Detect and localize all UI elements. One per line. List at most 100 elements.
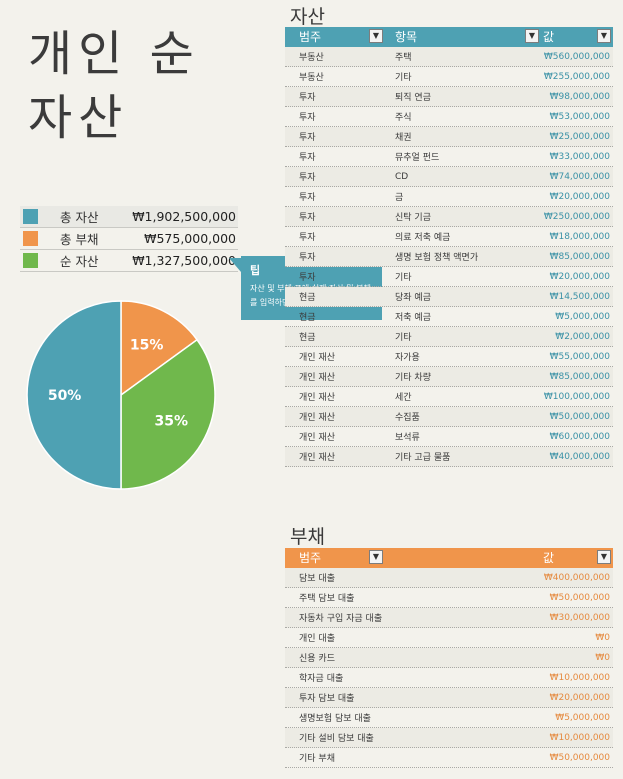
- value-cell[interactable]: ₩50,000,000: [549, 411, 610, 422]
- item-cell[interactable]: 신탁 기금: [395, 213, 431, 223]
- category-cell[interactable]: 개인 재산: [299, 393, 335, 403]
- value-cell[interactable]: ₩40,000,000: [549, 451, 610, 462]
- category-cell[interactable]: 개인 재산: [299, 433, 335, 443]
- category-cell[interactable]: 개인 재산: [299, 413, 335, 423]
- table-row[interactable]: 투자 퇴직 연금 ₩98,000,000: [285, 87, 613, 107]
- item-cell[interactable]: 기타 고급 물품: [395, 453, 451, 463]
- category-cell[interactable]: 투자: [299, 113, 316, 123]
- value-cell[interactable]: ₩33,000,000: [549, 151, 610, 162]
- table-row[interactable]: 개인 대출 ₩0: [285, 628, 613, 648]
- item-cell[interactable]: 기타: [395, 273, 412, 283]
- table-row[interactable]: 투자 채권 ₩25,000,000: [285, 127, 613, 147]
- table-row[interactable]: 개인 재산 기타 고급 물품 ₩40,000,000: [285, 447, 613, 467]
- value-cell[interactable]: ₩560,000,000: [543, 51, 610, 62]
- value-cell[interactable]: ₩0: [595, 652, 610, 663]
- table-row[interactable]: 현금 저축 예금 ₩5,000,000: [285, 307, 613, 327]
- table-row[interactable]: 담보 대출 ₩400,000,000: [285, 568, 613, 588]
- value-cell[interactable]: ₩100,000,000: [543, 391, 610, 402]
- value-cell[interactable]: ₩250,000,000: [543, 211, 610, 222]
- value-cell[interactable]: ₩85,000,000: [549, 371, 610, 382]
- item-cell[interactable]: 보석류: [395, 433, 420, 443]
- value-column-header[interactable]: 값 ▼: [541, 548, 613, 568]
- value-cell[interactable]: ₩2,000,000: [555, 331, 610, 342]
- table-row[interactable]: 학자금 대출 ₩10,000,000: [285, 668, 613, 688]
- value-cell[interactable]: ₩53,000,000: [549, 111, 610, 122]
- category-cell[interactable]: 현금: [299, 313, 316, 323]
- filter-dropdown-icon[interactable]: ▼: [597, 29, 611, 43]
- category-column-header[interactable]: 범주 ▼: [285, 27, 385, 47]
- value-cell[interactable]: ₩20,000,000: [549, 191, 610, 202]
- category-cell[interactable]: 투자: [299, 253, 316, 263]
- table-row[interactable]: 투자 금 ₩20,000,000: [285, 187, 613, 207]
- item-cell[interactable]: 기타 차량: [395, 373, 431, 383]
- value-column-header[interactable]: 값 ▼: [541, 27, 613, 47]
- table-row[interactable]: 신용 카드 ₩0: [285, 648, 613, 668]
- category-cell[interactable]: 개인 재산: [299, 373, 335, 383]
- item-cell[interactable]: 수집품: [395, 413, 420, 423]
- value-cell[interactable]: ₩14,500,000: [549, 291, 610, 302]
- filter-dropdown-icon[interactable]: ▼: [597, 550, 611, 564]
- filter-dropdown-icon[interactable]: ▼: [525, 29, 539, 43]
- table-row[interactable]: 투자 생명 보험 정책 액면가 ₩85,000,000: [285, 247, 613, 267]
- category-cell[interactable]: 투자 담보 대출: [299, 694, 355, 704]
- category-cell[interactable]: 투자: [299, 93, 316, 103]
- table-row[interactable]: 투자 CD ₩74,000,000: [285, 167, 613, 187]
- value-cell[interactable]: ₩60,000,000: [549, 431, 610, 442]
- value-cell[interactable]: ₩20,000,000: [549, 692, 610, 703]
- value-cell[interactable]: ₩50,000,000: [549, 592, 610, 603]
- table-row[interactable]: 부동산 주택 ₩560,000,000: [285, 47, 613, 67]
- table-row[interactable]: 투자 의료 저축 예금 ₩18,000,000: [285, 227, 613, 247]
- table-row[interactable]: 투자 기타 ₩20,000,000: [285, 267, 613, 287]
- value-cell[interactable]: ₩55,000,000: [549, 351, 610, 362]
- value-cell[interactable]: ₩50,000,000: [549, 752, 610, 763]
- table-row[interactable]: 개인 재산 세간 ₩100,000,000: [285, 387, 613, 407]
- item-cell[interactable]: 뮤추얼 펀드: [395, 153, 440, 163]
- item-cell[interactable]: CD: [395, 171, 409, 182]
- item-cell[interactable]: 주식: [395, 113, 412, 123]
- category-cell[interactable]: 신용 카드: [299, 654, 335, 664]
- item-cell[interactable]: 자가용: [395, 353, 420, 363]
- filter-dropdown-icon[interactable]: ▼: [369, 29, 383, 43]
- category-cell[interactable]: 담보 대출: [299, 574, 335, 584]
- item-cell[interactable]: 저축 예금: [395, 313, 431, 323]
- table-row[interactable]: 생명보험 담보 대출 ₩5,000,000: [285, 708, 613, 728]
- category-cell[interactable]: 기타 설비 담보 대출: [299, 734, 374, 744]
- value-cell[interactable]: ₩5,000,000: [555, 311, 610, 322]
- category-cell[interactable]: 투자: [299, 273, 316, 283]
- category-cell[interactable]: 개인 재산: [299, 353, 335, 363]
- category-cell[interactable]: 부동산: [299, 73, 324, 83]
- table-row[interactable]: 투자 신탁 기금 ₩250,000,000: [285, 207, 613, 227]
- table-row[interactable]: 개인 재산 기타 차량 ₩85,000,000: [285, 367, 613, 387]
- value-cell[interactable]: ₩400,000,000: [543, 572, 610, 583]
- category-cell[interactable]: 현금: [299, 293, 316, 303]
- category-cell[interactable]: 학자금 대출: [299, 674, 344, 684]
- category-cell[interactable]: 투자: [299, 173, 316, 183]
- item-cell[interactable]: 당좌 예금: [395, 293, 431, 303]
- category-cell[interactable]: 자동차 구입 자금 대출: [299, 614, 383, 624]
- filter-dropdown-icon[interactable]: ▼: [369, 550, 383, 564]
- table-row[interactable]: 현금 기타 ₩2,000,000: [285, 327, 613, 347]
- item-cell[interactable]: 세간: [395, 393, 412, 403]
- category-cell[interactable]: 주택 담보 대출: [299, 594, 355, 604]
- table-row[interactable]: 주택 담보 대출 ₩50,000,000: [285, 588, 613, 608]
- table-row[interactable]: 현금 당좌 예금 ₩14,500,000: [285, 287, 613, 307]
- category-cell[interactable]: 투자: [299, 213, 316, 223]
- item-cell[interactable]: 금: [395, 193, 404, 203]
- value-cell[interactable]: ₩18,000,000: [549, 231, 610, 242]
- category-column-header[interactable]: 범주 ▼: [285, 548, 385, 568]
- value-cell[interactable]: ₩10,000,000: [549, 732, 610, 743]
- value-cell[interactable]: ₩10,000,000: [549, 672, 610, 683]
- category-cell[interactable]: 투자: [299, 233, 316, 243]
- table-row[interactable]: 투자 주식 ₩53,000,000: [285, 107, 613, 127]
- category-cell[interactable]: 기타 부채: [299, 754, 335, 764]
- table-row[interactable]: 개인 재산 수집품 ₩50,000,000: [285, 407, 613, 427]
- table-row[interactable]: 부동산 기타 ₩255,000,000: [285, 67, 613, 87]
- item-column-header[interactable]: 항목 ▼: [385, 27, 541, 47]
- value-cell[interactable]: ₩74,000,000: [549, 171, 610, 182]
- value-cell[interactable]: ₩0: [595, 632, 610, 643]
- value-cell[interactable]: ₩20,000,000: [549, 271, 610, 282]
- category-cell[interactable]: 개인 재산: [299, 453, 335, 463]
- item-cell[interactable]: 주택: [395, 53, 412, 63]
- table-row[interactable]: 자동차 구입 자금 대출 ₩30,000,000: [285, 608, 613, 628]
- item-cell[interactable]: 채권: [395, 133, 412, 143]
